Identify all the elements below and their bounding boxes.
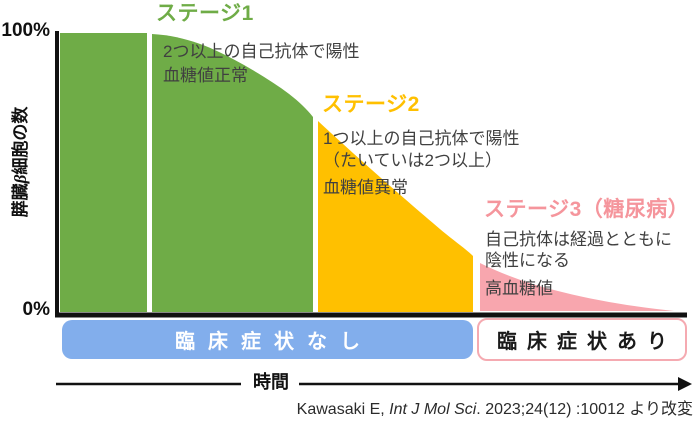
x-axis-label: 時間 — [245, 372, 297, 393]
band-no-clinical-symptoms: 臨床症状なし — [62, 320, 473, 359]
stage3-area — [480, 263, 674, 311]
stage2-note-1: 1つ以上の自己抗体で陽性 — [323, 129, 520, 148]
stage2-note-3: 血糖値異常 — [323, 178, 408, 197]
y-axis-label: 膵臓β細胞の数 — [11, 87, 33, 237]
stage1-plateau-area — [60, 33, 147, 312]
stage3-title: ステージ3（糖尿病） — [484, 198, 690, 221]
y-axis-label-prefix: 膵臓 — [11, 183, 30, 218]
y-axis-label-suffix: 細胞の数 — [11, 106, 30, 175]
stage1-decline-area — [152, 34, 313, 312]
stage3-note-2: 陰性になる — [485, 251, 570, 270]
citation: Kawasaki E, Int J Mol Sci. 2023;24(12) :… — [297, 401, 693, 419]
citation-authors: Kawasaki E, — [296, 401, 390, 418]
citation-details: . 2023;24(12) :10012 より改変 — [476, 401, 693, 418]
stage2-title: ステージ2 — [322, 93, 420, 116]
beta-symbol: β — [11, 174, 30, 184]
time-arrow-head-icon — [678, 377, 692, 391]
stage3-note-3: 高血糖値 — [485, 279, 553, 298]
stage3-note-1: 自己抗体は経過とともに — [485, 230, 672, 249]
stage1-note-2: 血糖値正常 — [163, 66, 248, 85]
y-tick-0: 0% — [22, 299, 50, 320]
stage1-title: ステージ1 — [156, 2, 254, 25]
stage2-note-2: （たいていは2つ以上） — [323, 151, 502, 170]
stage1-note-1: 2つ以上の自己抗体で陽性 — [163, 42, 360, 61]
band-clinical-symptoms: 臨床症状あり — [477, 318, 687, 361]
citation-journal: Int J Mol Sci — [389, 401, 477, 418]
stage2-area — [318, 121, 473, 312]
y-tick-100: 100% — [1, 20, 50, 41]
